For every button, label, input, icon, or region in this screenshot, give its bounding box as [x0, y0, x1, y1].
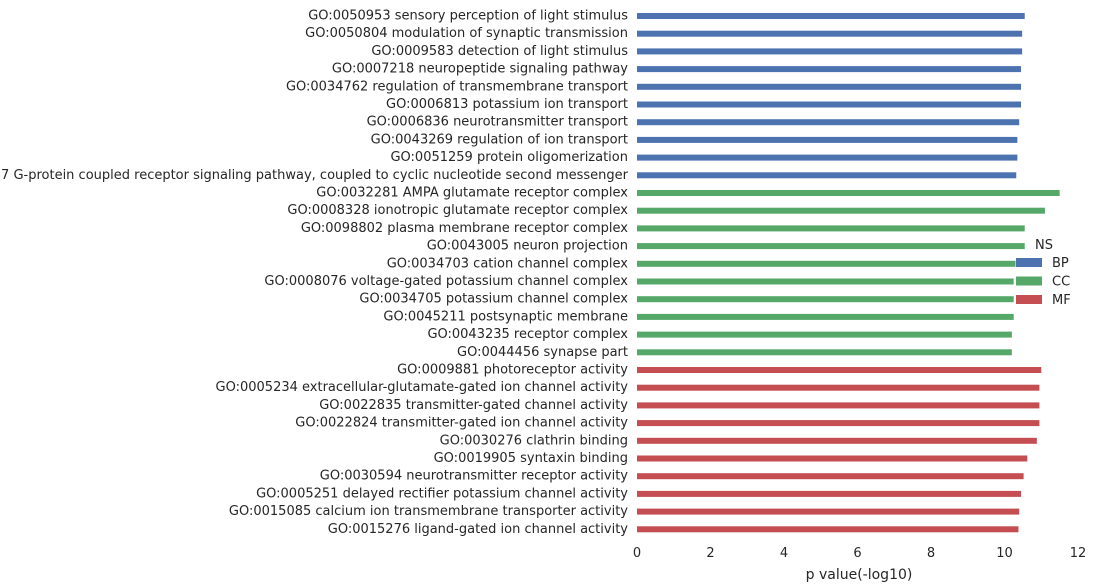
bar-bp-2 — [637, 30, 1023, 37]
category-label: GO:0034703 cation channel complex — [387, 256, 629, 271]
bar-mf-5 — [637, 437, 1037, 444]
legend-title: NS — [1035, 238, 1053, 253]
category-label: GO:0015276 ligand-gated ion channel acti… — [328, 522, 629, 537]
category-label: GO:0030594 neurotransmitter receptor act… — [320, 469, 629, 484]
category-label: GO:0005234 extracellular-glutamate-gated… — [216, 380, 629, 395]
category-label: GO:0005251 delayed rectifier potassium c… — [256, 486, 628, 501]
bar-cc-10 — [637, 349, 1012, 356]
legend-entries: BP CC MF — [1016, 256, 1071, 308]
bar-cc-1 — [637, 190, 1060, 196]
legend-label-mf: MF — [1052, 293, 1071, 308]
bar-bp-8 — [637, 136, 1018, 143]
bar-cc-5 — [637, 260, 1016, 267]
bar-mf-3 — [637, 402, 1040, 409]
category-labels: GO:0050953 sensory perception of light s… — [0, 9, 629, 537]
category-label: GO:0043235 receptor complex — [427, 327, 628, 342]
category-label: GO:0034705 potassium channel complex — [359, 292, 628, 307]
bar-cc-2 — [637, 207, 1045, 214]
x-tick-label: 10 — [996, 546, 1013, 561]
bar-cc-6 — [637, 278, 1014, 285]
category-label: GO:0007187 G-protein coupled receptor si… — [0, 168, 629, 183]
x-axis-ticks: 0 2 4 6 8 10 12 — [633, 546, 1086, 561]
category-label: GO:0050953 sensory perception of light s… — [308, 9, 628, 24]
bar-mf-4 — [637, 420, 1040, 427]
legend-label-cc: CC — [1052, 275, 1070, 290]
legend-swatch-bp — [1016, 258, 1042, 267]
bar-cc-8 — [637, 313, 1014, 320]
legend-label-bp: BP — [1052, 256, 1069, 271]
bar-mf-6 — [637, 455, 1028, 462]
bar-mf-7 — [637, 473, 1024, 480]
bar-bp-1 — [637, 13, 1025, 19]
x-tick-label: 6 — [853, 546, 861, 561]
category-label: GO:0043269 regulation of ion transport — [371, 132, 628, 147]
category-label: GO:0022835 transmitter-gated channel act… — [319, 398, 628, 413]
bar-bp-6 — [637, 101, 1022, 108]
category-label: GO:0034762 regulation of transmembrane t… — [286, 79, 628, 94]
category-label: GO:0098802 plasma membrane receptor comp… — [301, 221, 628, 236]
bar-bp-4 — [637, 66, 1022, 73]
x-tick-label: 2 — [706, 546, 714, 561]
bar-bp-5 — [637, 83, 1022, 90]
category-label: GO:0044456 synapse part — [457, 345, 628, 360]
category-label: GO:0015085 calcium ion transmembrane tra… — [229, 504, 628, 519]
legend: NS BP CC MF — [1016, 238, 1071, 308]
x-tick-label: 12 — [1070, 546, 1087, 561]
bar-mf-2 — [637, 384, 1040, 391]
bar-cc-4 — [637, 243, 1025, 250]
bar-mf-1 — [637, 367, 1042, 373]
category-label: GO:0019905 syntaxin binding — [434, 451, 628, 466]
category-label: GO:0030276 clathrin binding — [440, 433, 628, 448]
category-label: GO:0006813 potassium ion transport — [386, 97, 628, 112]
category-label: GO:0050804 modulation of synaptic transm… — [305, 26, 628, 41]
category-label: GO:0009583 detection of light stimulus — [371, 44, 628, 59]
category-label: GO:0006836 neurotransmitter transport — [367, 115, 628, 130]
bar-bp-9 — [637, 154, 1018, 161]
bar-bp-7 — [637, 119, 1020, 126]
bar-cc-7 — [637, 296, 1014, 303]
bar-mf-10 — [637, 526, 1019, 533]
bar-cc-3 — [637, 225, 1025, 232]
category-label: GO:0032281 AMPA glutamate receptor compl… — [316, 186, 628, 201]
category-label: GO:0043005 neuron projection — [427, 239, 628, 254]
category-label: GO:0009881 photoreceptor activity — [397, 363, 628, 378]
category-label: GO:0051259 protein oligomerization — [390, 150, 628, 165]
category-label: GO:0008076 voltage-gated potassium chann… — [264, 274, 628, 289]
legend-swatch-mf — [1016, 295, 1042, 304]
category-label: GO:0045211 postsynaptic membrane — [383, 309, 628, 324]
legend-swatch-cc — [1016, 276, 1042, 286]
category-label: GO:0008328 ionotropic glutamate receptor… — [287, 203, 628, 218]
x-tick-label: 0 — [633, 546, 641, 561]
bar-mf-8 — [637, 490, 1022, 497]
x-tick-label: 4 — [780, 546, 788, 561]
x-axis-label: p value(-log10) — [806, 567, 913, 583]
category-label: GO:0022824 transmitter-gated ion channel… — [295, 416, 628, 431]
bar-cc-9 — [637, 331, 1012, 338]
bar-bp-10 — [637, 172, 1017, 179]
bars-layer — [637, 13, 1060, 533]
bar-mf-9 — [637, 508, 1020, 515]
bar-bp-3 — [637, 48, 1023, 55]
category-label: GO:0007218 neuropeptide signaling pathwa… — [332, 62, 628, 77]
x-tick-label: 8 — [927, 546, 935, 561]
